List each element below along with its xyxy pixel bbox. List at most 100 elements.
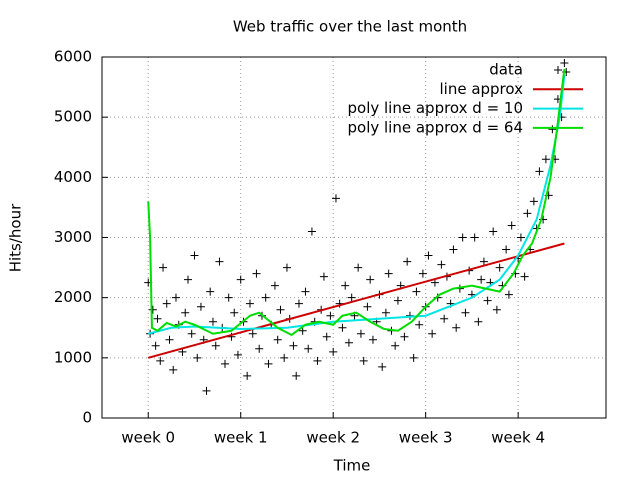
data-point xyxy=(560,59,569,68)
data-point xyxy=(541,155,550,164)
data-point xyxy=(520,272,529,281)
data-point xyxy=(363,302,372,311)
data-point xyxy=(171,293,180,302)
data-point xyxy=(245,299,254,308)
data-point xyxy=(378,362,387,371)
y-axis-label: Hits/hour xyxy=(7,203,25,272)
data-point xyxy=(264,359,273,368)
data-point xyxy=(159,263,168,272)
y-tick-label: 3000 xyxy=(54,228,92,246)
data-point xyxy=(148,305,157,314)
data-point xyxy=(292,371,301,380)
data-point xyxy=(156,356,165,365)
data-point xyxy=(344,338,353,347)
chart-title: Web traffic over the last month xyxy=(233,18,467,36)
data-point xyxy=(187,329,196,338)
data-point xyxy=(495,263,504,272)
data-point xyxy=(341,281,350,290)
legend-label: line approx xyxy=(439,80,523,98)
data-point xyxy=(523,209,532,218)
data-point xyxy=(356,329,365,338)
data-point xyxy=(477,275,486,284)
data-point xyxy=(270,281,279,290)
series-line xyxy=(147,242,565,359)
legend-label: data xyxy=(489,61,523,79)
data-point xyxy=(368,335,377,344)
data-point xyxy=(151,341,160,350)
data-point xyxy=(196,302,205,311)
data-point xyxy=(215,257,224,266)
y-tick-label: 5000 xyxy=(54,108,92,126)
legend-label: poly line approx d = 64 xyxy=(348,118,524,136)
data-point xyxy=(347,293,356,302)
data-point xyxy=(437,260,446,269)
data-point xyxy=(492,305,501,314)
data-point xyxy=(322,332,331,341)
data-point xyxy=(424,251,433,260)
data-point xyxy=(326,311,335,320)
data-point xyxy=(452,323,461,332)
y-tick-label: 6000 xyxy=(54,48,92,66)
data-point xyxy=(206,287,215,296)
x-tick-label: week 1 xyxy=(214,429,268,447)
x-tick-label: week 0 xyxy=(121,429,175,447)
data-point xyxy=(507,221,516,230)
y-tick-label: 2000 xyxy=(54,288,92,306)
data-point xyxy=(331,194,340,203)
y-tick-label: 0 xyxy=(82,409,92,427)
data-point xyxy=(220,359,229,368)
legend-symbol xyxy=(554,66,562,74)
data-point xyxy=(193,353,202,362)
data-point xyxy=(381,308,390,317)
data-point xyxy=(273,335,282,344)
data-point xyxy=(252,269,261,278)
data-point xyxy=(224,293,233,302)
y-tick-label: 1000 xyxy=(54,348,92,366)
series-line xyxy=(147,68,566,337)
data-point xyxy=(504,290,513,299)
data-point xyxy=(489,227,498,236)
x-tick-label: week 3 xyxy=(399,429,453,447)
data-point xyxy=(529,197,538,206)
data-point xyxy=(169,365,178,374)
data-point xyxy=(393,296,402,305)
data-point xyxy=(282,263,291,272)
data-point xyxy=(294,299,303,308)
y-tick-label: 4000 xyxy=(54,168,92,186)
data-point xyxy=(516,233,525,242)
data-point xyxy=(412,287,421,296)
data-point xyxy=(162,299,171,308)
data-point xyxy=(181,308,190,317)
data-point xyxy=(329,347,338,356)
data-point xyxy=(535,167,544,176)
data-point xyxy=(211,341,220,350)
data-point xyxy=(298,326,307,335)
data-point xyxy=(440,314,449,323)
data-point xyxy=(307,227,316,236)
data-point xyxy=(304,344,313,353)
data-point xyxy=(418,269,427,278)
data-point xyxy=(319,272,328,281)
x-tick-label: week 4 xyxy=(491,429,545,447)
x-axis-label: Time xyxy=(333,457,371,475)
data-point xyxy=(165,335,174,344)
data-point xyxy=(409,353,418,362)
data-point xyxy=(236,275,245,284)
plot-frame xyxy=(101,56,607,419)
data-point xyxy=(243,371,252,380)
data-point xyxy=(280,353,289,362)
data-point xyxy=(354,263,363,272)
data-point xyxy=(428,329,437,338)
series-line xyxy=(147,74,566,335)
data-point xyxy=(548,125,557,134)
data-point xyxy=(153,314,162,323)
data-point xyxy=(276,305,285,314)
data-point xyxy=(479,257,488,266)
data-point xyxy=(470,233,479,242)
data-point xyxy=(403,257,412,266)
data-point xyxy=(415,320,424,329)
data-point xyxy=(458,233,467,242)
data-point xyxy=(474,317,483,326)
